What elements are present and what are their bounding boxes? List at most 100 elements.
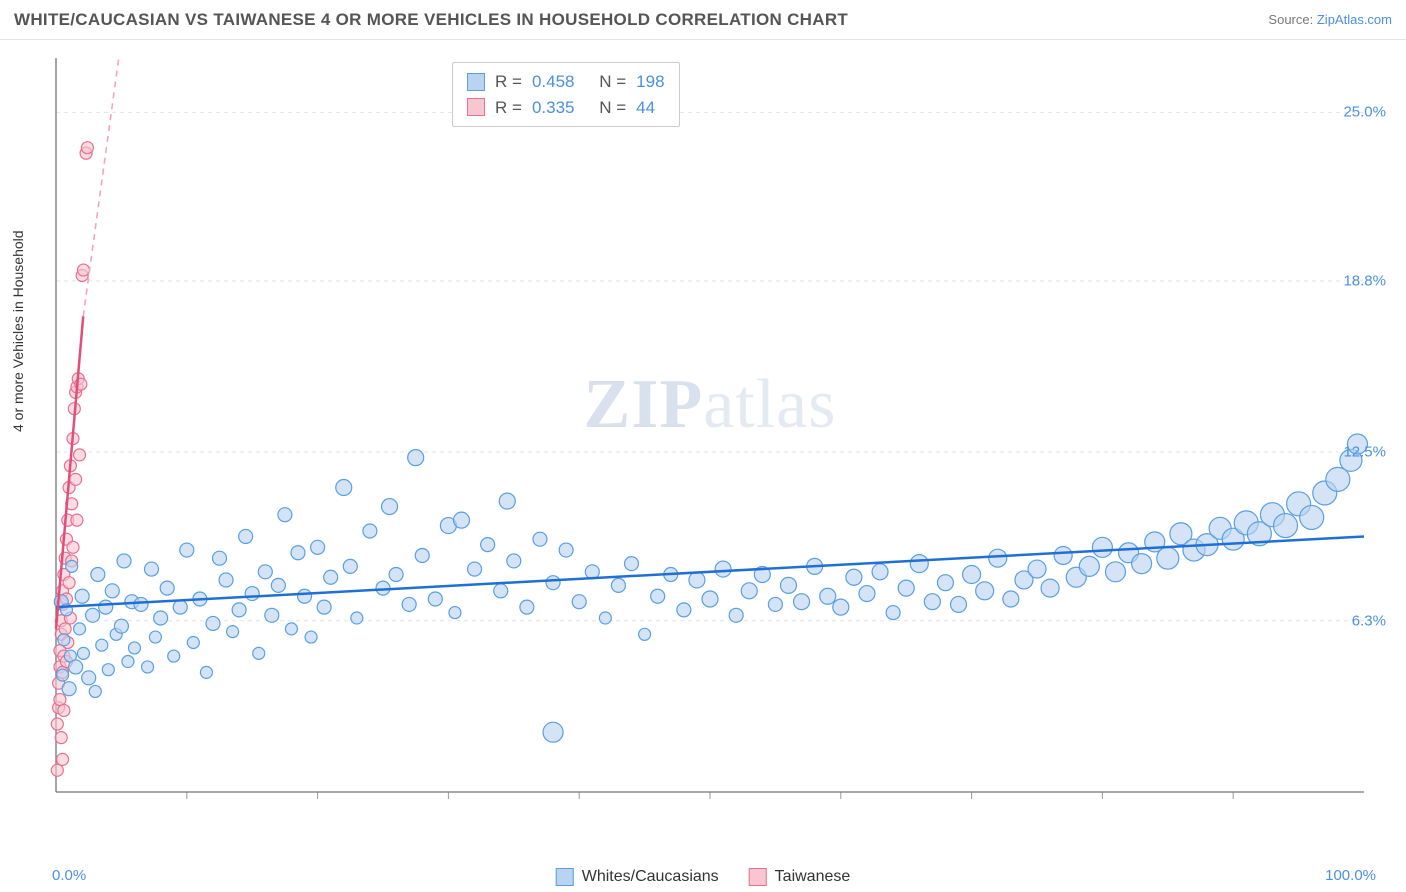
point-blue bbox=[833, 599, 849, 615]
point-blue bbox=[278, 508, 292, 522]
point-blue bbox=[82, 671, 96, 685]
point-blue bbox=[389, 568, 403, 582]
point-blue bbox=[1105, 562, 1125, 582]
point-blue bbox=[89, 685, 101, 697]
point-blue bbox=[976, 582, 994, 600]
point-blue bbox=[989, 549, 1007, 567]
point-blue bbox=[780, 577, 796, 593]
point-blue bbox=[910, 555, 928, 573]
point-blue bbox=[408, 450, 424, 466]
point-pink bbox=[51, 764, 63, 776]
point-blue bbox=[105, 584, 119, 598]
point-blue bbox=[951, 596, 967, 612]
point-pink bbox=[57, 753, 69, 765]
point-blue bbox=[1092, 537, 1112, 557]
point-blue bbox=[702, 591, 718, 607]
point-blue bbox=[677, 603, 691, 617]
point-blue bbox=[96, 639, 108, 651]
point-blue bbox=[200, 666, 212, 678]
point-blue bbox=[872, 564, 888, 580]
point-blue bbox=[449, 607, 461, 619]
point-blue bbox=[317, 600, 331, 614]
point-blue bbox=[75, 589, 89, 603]
point-blue bbox=[149, 631, 161, 643]
point-blue bbox=[239, 529, 253, 543]
point-blue bbox=[305, 631, 317, 643]
point-blue bbox=[794, 594, 810, 610]
point-blue bbox=[351, 612, 363, 624]
point-pink bbox=[51, 718, 63, 730]
point-blue bbox=[559, 543, 573, 557]
title-bar: WHITE/CAUCASIAN VS TAIWANESE 4 OR MORE V… bbox=[0, 0, 1406, 40]
point-blue bbox=[520, 600, 534, 614]
stats-row-pink: R = 0.335 N = 44 bbox=[467, 95, 665, 121]
source-link[interactable]: ZipAtlas.com bbox=[1317, 12, 1392, 27]
point-blue bbox=[937, 575, 953, 591]
point-blue bbox=[227, 626, 239, 638]
point-blue bbox=[363, 524, 377, 538]
point-blue bbox=[1132, 554, 1152, 574]
legend-swatch-pink bbox=[749, 868, 767, 886]
point-blue bbox=[533, 532, 547, 546]
point-blue bbox=[1300, 505, 1324, 529]
point-blue bbox=[253, 647, 265, 659]
point-blue bbox=[117, 554, 131, 568]
point-blue bbox=[729, 608, 743, 622]
point-blue bbox=[611, 578, 625, 592]
point-blue bbox=[1274, 514, 1298, 538]
legend-label: Taiwanese bbox=[775, 868, 851, 886]
point-blue bbox=[415, 548, 429, 562]
x-axis-max-label: 100.0% bbox=[1325, 867, 1376, 884]
point-blue bbox=[58, 634, 70, 646]
point-blue bbox=[134, 597, 148, 611]
y-axis-label: 4 or more Vehicles in Household bbox=[10, 230, 26, 432]
point-blue bbox=[187, 636, 199, 648]
point-blue bbox=[1028, 560, 1046, 578]
correlation-stats-box: R = 0.458 N = 198R = 0.335 N = 44 bbox=[452, 62, 680, 127]
point-blue bbox=[91, 568, 105, 582]
point-blue bbox=[219, 573, 233, 587]
legend-swatch-blue bbox=[556, 868, 574, 886]
point-blue bbox=[86, 608, 100, 622]
point-blue bbox=[924, 594, 940, 610]
point-blue bbox=[62, 682, 76, 696]
point-blue bbox=[265, 608, 279, 622]
swatch-pink bbox=[467, 98, 485, 116]
point-pink bbox=[67, 541, 79, 553]
point-blue bbox=[1041, 579, 1059, 597]
series-legend: Whites/Caucasians Taiwanese bbox=[556, 868, 851, 886]
point-blue bbox=[481, 538, 495, 552]
point-blue bbox=[715, 561, 731, 577]
point-blue bbox=[285, 623, 297, 635]
scatter-chart: ZIPatlas bbox=[50, 58, 1370, 828]
point-blue bbox=[298, 589, 312, 603]
point-blue bbox=[428, 592, 442, 606]
point-pink bbox=[81, 142, 93, 154]
point-blue bbox=[128, 642, 140, 654]
point-blue bbox=[114, 619, 128, 633]
point-blue bbox=[154, 611, 168, 625]
point-pink bbox=[70, 473, 82, 485]
point-blue bbox=[543, 722, 563, 742]
trendline-pink-dash bbox=[83, 58, 119, 316]
point-blue bbox=[336, 480, 352, 496]
point-blue bbox=[741, 583, 757, 599]
point-blue bbox=[258, 565, 272, 579]
point-blue bbox=[382, 499, 398, 515]
point-blue bbox=[499, 493, 515, 509]
legend-item-blue[interactable]: Whites/Caucasians bbox=[556, 868, 719, 886]
point-blue bbox=[343, 559, 357, 573]
point-blue bbox=[1326, 467, 1350, 491]
chart-container: WHITE/CAUCASIAN VS TAIWANESE 4 OR MORE V… bbox=[0, 0, 1406, 892]
legend-item-pink[interactable]: Taiwanese bbox=[749, 868, 851, 886]
point-blue bbox=[142, 661, 154, 673]
point-pink bbox=[54, 694, 66, 706]
y-tick-label: 25.0% bbox=[1343, 104, 1386, 121]
point-blue bbox=[69, 660, 83, 674]
point-blue bbox=[122, 656, 134, 668]
point-blue bbox=[168, 650, 180, 662]
point-blue bbox=[599, 612, 611, 624]
point-pink bbox=[77, 264, 89, 276]
point-blue bbox=[402, 597, 416, 611]
y-tick-label: 6.3% bbox=[1352, 612, 1386, 629]
